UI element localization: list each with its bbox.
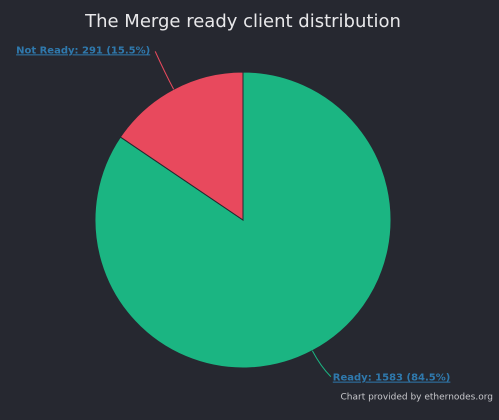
data-label: Not Ready: 291 (15.5%) xyxy=(16,45,150,56)
connector xyxy=(311,350,332,377)
connector xyxy=(154,51,175,90)
pie-slice xyxy=(119,71,244,221)
chart-title: The Merge ready client distribution xyxy=(84,11,401,32)
data-label: Ready: 1583 (84.5%) xyxy=(333,373,451,384)
credit: Chart provided by ethernodes.org xyxy=(341,393,494,403)
